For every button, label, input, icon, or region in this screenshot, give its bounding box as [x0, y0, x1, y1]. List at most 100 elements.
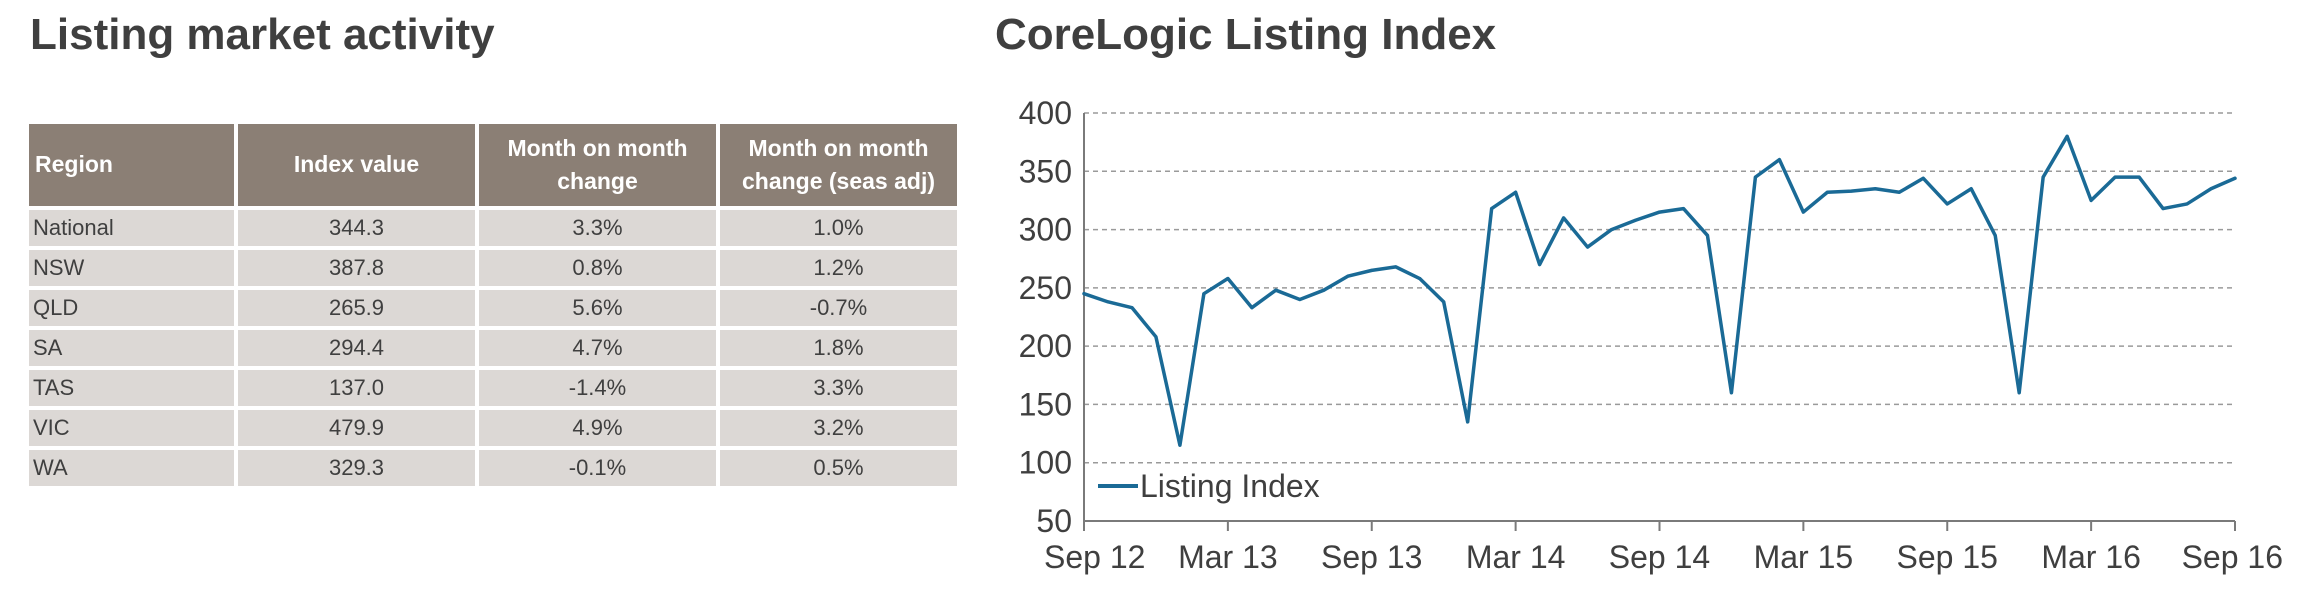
data-point	[1466, 420, 1470, 424]
header-region: Region	[29, 124, 234, 206]
x-tick-label: Sep 16	[2182, 539, 2283, 575]
cell-mom-sa: 1.0%	[720, 210, 957, 246]
data-point	[1634, 218, 1638, 222]
header-mom-line1: Month on month	[507, 134, 688, 161]
table-row: VIC 479.9 4.9% 3.2%	[29, 410, 957, 446]
cell-index-value: 387.8	[238, 250, 475, 286]
cell-region: SA	[29, 330, 234, 366]
cell-mom: -0.1%	[479, 450, 716, 486]
data-point	[1082, 292, 1086, 296]
data-point	[1298, 298, 1302, 302]
data-point	[1226, 277, 1230, 281]
data-point	[1849, 189, 1853, 193]
cell-mom: 4.7%	[479, 330, 716, 366]
x-tick-label: Mar 13	[1178, 539, 1278, 575]
data-point	[1154, 335, 1158, 339]
table-row: NSW 387.8 0.8% 1.2%	[29, 250, 957, 286]
data-point	[1490, 207, 1494, 211]
y-tick-label: 100	[1019, 445, 1072, 481]
cell-mom-sa: 3.3%	[720, 370, 957, 406]
data-point	[2233, 176, 2237, 180]
data-point	[2065, 134, 2069, 138]
data-point	[1178, 443, 1182, 447]
data-point	[1825, 190, 1829, 194]
data-point	[1250, 306, 1254, 310]
data-point	[1681, 207, 1685, 211]
cell-index-value: 329.3	[238, 450, 475, 486]
header-index-value: Index value	[238, 124, 475, 206]
header-row: Region Index value Month on month change…	[29, 124, 957, 206]
data-point	[1753, 175, 1757, 179]
data-point	[2161, 207, 2165, 211]
data-point	[1514, 190, 1518, 194]
cell-index-value: 137.0	[238, 370, 475, 406]
y-tick-label: 350	[1019, 153, 1072, 189]
data-point	[1586, 245, 1590, 249]
cell-region: VIC	[29, 410, 234, 446]
table-body: National 344.3 3.3% 1.0% NSW 387.8 0.8% …	[29, 210, 957, 486]
data-point	[1394, 265, 1398, 269]
table-row: National 344.3 3.3% 1.0%	[29, 210, 957, 246]
cell-mom: -1.4%	[479, 370, 716, 406]
table-row: TAS 137.0 -1.4% 3.3%	[29, 370, 957, 406]
data-point	[1658, 210, 1661, 214]
data-point	[1130, 306, 1134, 310]
legend-label: Listing Index	[1140, 468, 1320, 504]
data-point	[1777, 158, 1781, 162]
series-line-listing-index	[1082, 134, 2237, 447]
data-point	[1442, 300, 1446, 304]
header-month-on-month: Month on month change	[479, 124, 716, 206]
header-month-on-month-seas-adj: Month on month change (seas adj)	[720, 124, 957, 206]
cell-index-value: 265.9	[238, 290, 475, 326]
y-tick-label: 50	[1036, 503, 1072, 539]
data-point	[1346, 274, 1350, 278]
data-point	[2089, 198, 2093, 202]
x-tick-label: Sep 15	[1897, 539, 1998, 575]
data-point	[1538, 263, 1542, 267]
data-point	[2185, 202, 2189, 206]
y-tick-label: 150	[1019, 386, 1072, 422]
cell-region: NSW	[29, 250, 234, 286]
data-point	[1897, 190, 1901, 194]
data-point	[1274, 288, 1278, 292]
x-tick-label: Mar 16	[2041, 539, 2141, 575]
header-mom-line2: change	[557, 168, 638, 194]
data-point	[1801, 210, 1805, 214]
cell-mom-sa: 1.8%	[720, 330, 957, 366]
data-point	[1729, 391, 1733, 395]
cell-mom: 5.6%	[479, 290, 716, 326]
data-point	[1562, 216, 1566, 220]
cell-region: WA	[29, 450, 234, 486]
data-point	[1969, 187, 1973, 191]
cell-region: TAS	[29, 370, 234, 406]
x-tick-label: Sep 13	[1321, 539, 1422, 575]
cell-mom: 0.8%	[479, 250, 716, 286]
cell-index-value: 479.9	[238, 410, 475, 446]
data-point	[2209, 187, 2213, 191]
data-point	[2113, 175, 2117, 179]
cell-mom-sa: 0.5%	[720, 450, 957, 486]
data-point	[1705, 233, 1709, 237]
data-point	[1873, 187, 1877, 191]
data-point	[1610, 228, 1614, 232]
table-title: Listing market activity	[30, 10, 495, 59]
cell-index-value: 294.4	[238, 330, 475, 366]
table-row: WA 329.3 -0.1% 0.5%	[29, 450, 957, 486]
table-row: QLD 265.9 5.6% -0.7%	[29, 290, 957, 326]
data-point	[1106, 300, 1110, 304]
header-mom-sa-line2: change (seas adj)	[741, 168, 936, 194]
data-point	[2137, 175, 2141, 179]
cell-region: QLD	[29, 290, 234, 326]
data-point	[1202, 292, 1206, 296]
y-tick-label: 200	[1019, 328, 1072, 364]
data-point	[1945, 202, 1949, 206]
y-tick-label: 300	[1019, 212, 1072, 248]
data-point	[1921, 176, 1925, 180]
x-tick-label: Sep 12	[1044, 539, 1145, 575]
x-tick-label: Sep 14	[1609, 539, 1710, 575]
cell-mom: 4.9%	[479, 410, 716, 446]
table-header: Region Index value Month on month change…	[29, 124, 957, 206]
listing-activity-table: Region Index value Month on month change…	[25, 120, 961, 490]
chart-title: CoreLogic Listing Index	[995, 10, 1497, 59]
